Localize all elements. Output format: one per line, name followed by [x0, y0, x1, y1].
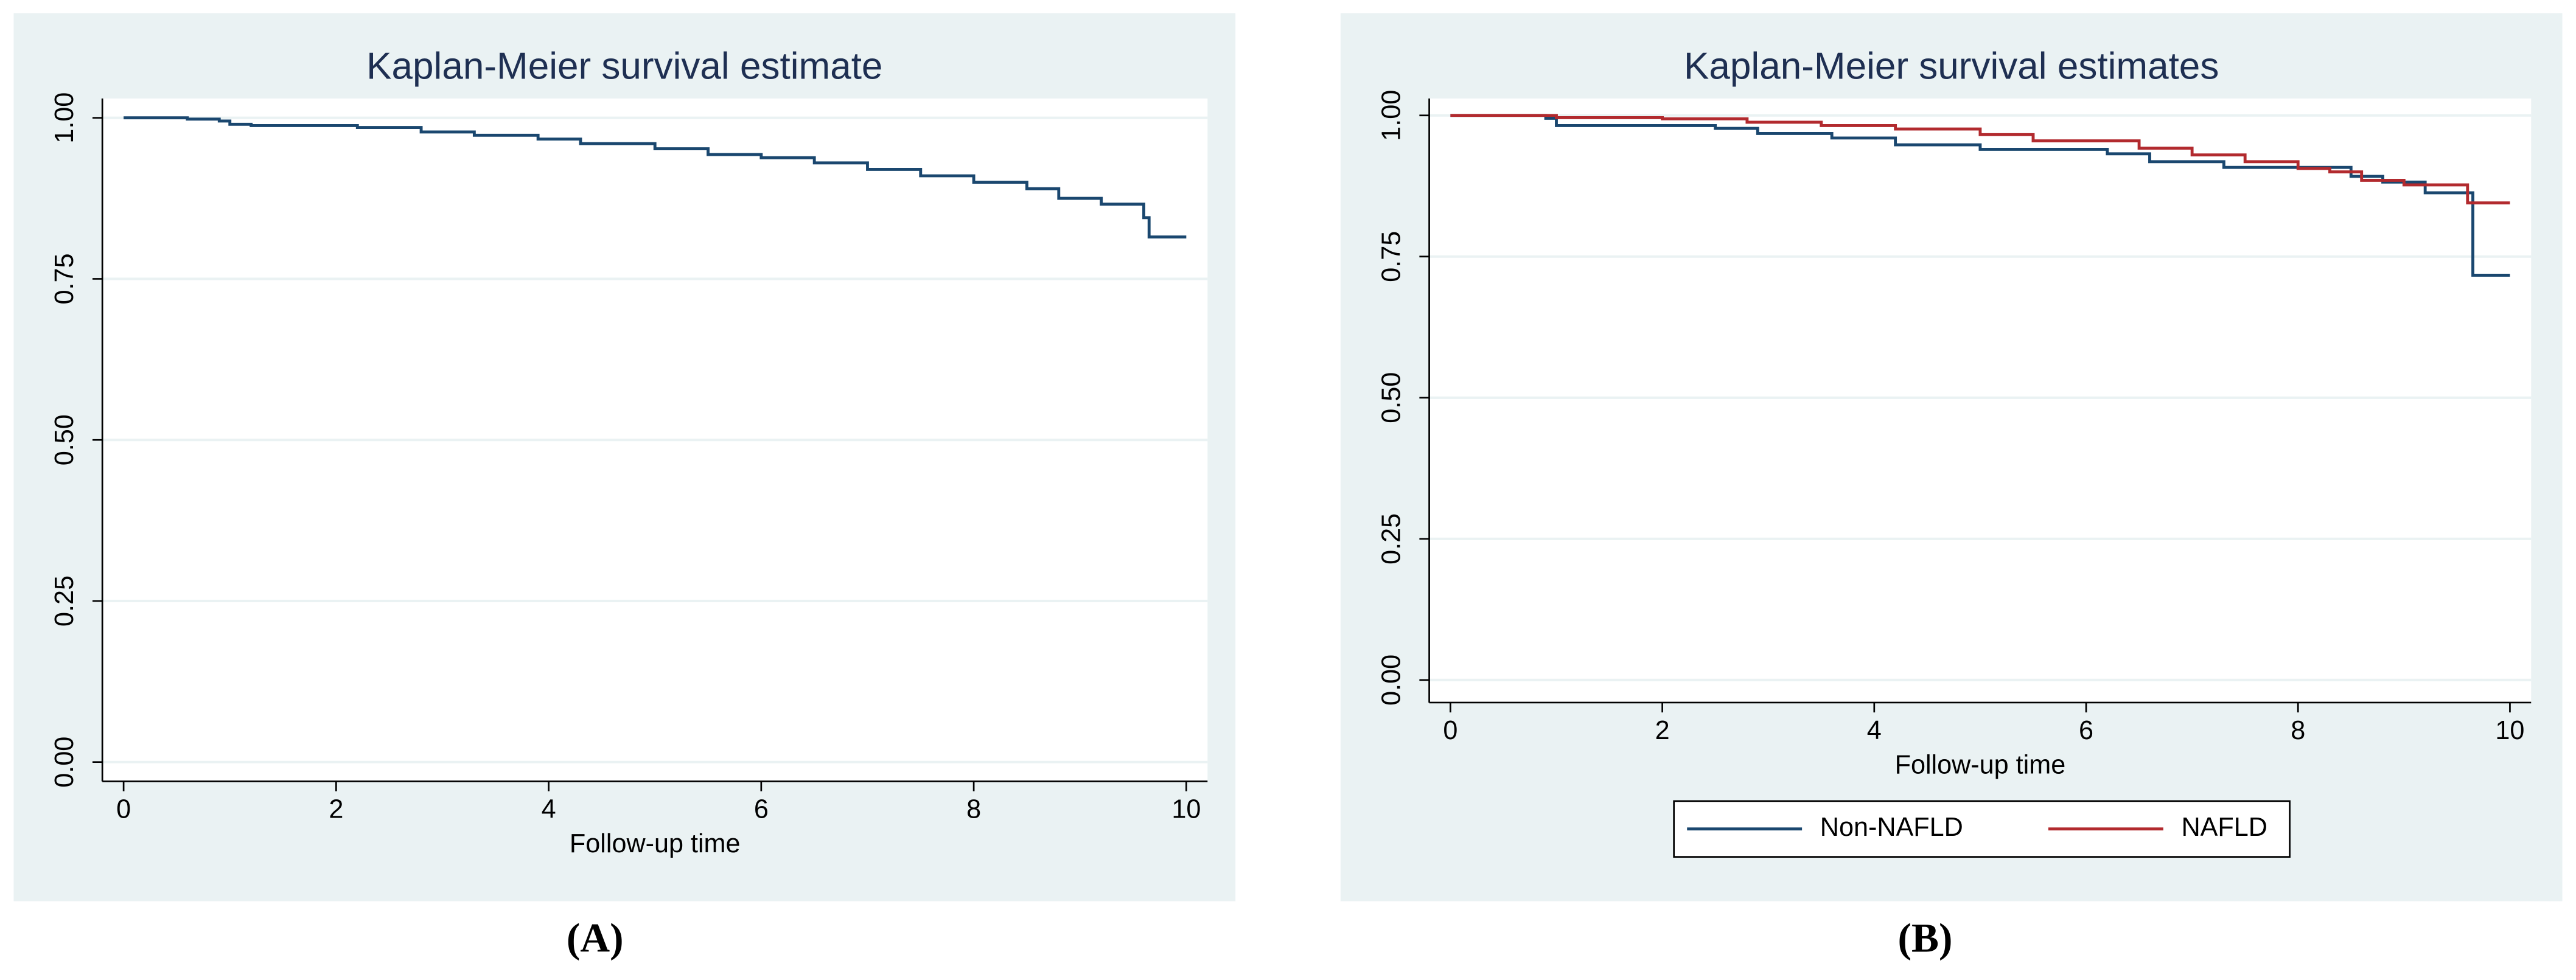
panel-label: (B) — [1898, 915, 1953, 961]
x-tick-label: 8 — [966, 794, 981, 824]
x-tick-label: 6 — [754, 794, 769, 824]
plot-area — [1429, 98, 2532, 703]
y-tick-label: 0.75 — [50, 253, 79, 304]
x-tick-label: 0 — [116, 794, 131, 824]
x-tick-label: 4 — [1867, 716, 1882, 745]
y-tick-label: 0.00 — [50, 737, 79, 788]
y-tick-label: 0.25 — [50, 575, 79, 627]
y-tick-label: 1.00 — [1377, 90, 1406, 141]
y-tick-label: 0.25 — [1377, 513, 1406, 565]
y-tick-label: 1.00 — [50, 92, 79, 144]
x-tick-label: 2 — [1655, 716, 1670, 745]
x-axis-label: Follow-up time — [1895, 751, 2066, 780]
chart-title: Kaplan-Meier survival estimate — [366, 46, 882, 88]
x-tick-label: 2 — [329, 794, 343, 824]
y-tick-label: 0.50 — [50, 414, 79, 465]
panel-label: (A) — [567, 915, 624, 961]
x-tick-label: 0 — [1443, 716, 1457, 745]
x-tick-label: 8 — [2291, 716, 2305, 745]
survival-curve — [1450, 114, 2510, 205]
x-tick-label: 10 — [1171, 794, 1201, 824]
chart-title: Kaplan-Meier survival estimates — [1684, 46, 2219, 88]
x-tick-label: 6 — [2079, 716, 2093, 745]
survival-curve — [124, 116, 1187, 239]
x-tick-label: 4 — [542, 794, 556, 824]
x-tick-label: 10 — [2495, 716, 2524, 745]
y-tick-label: 0.75 — [1377, 231, 1406, 282]
x-axis-label: Follow-up time — [570, 829, 741, 858]
survival-curve — [1450, 114, 2510, 277]
legend-label: NAFLD — [2181, 813, 2267, 842]
y-tick-label: 0.50 — [1377, 372, 1406, 423]
y-tick-label: 0.00 — [1377, 655, 1406, 706]
legend-label: Non-NAFLD — [1820, 813, 1963, 842]
